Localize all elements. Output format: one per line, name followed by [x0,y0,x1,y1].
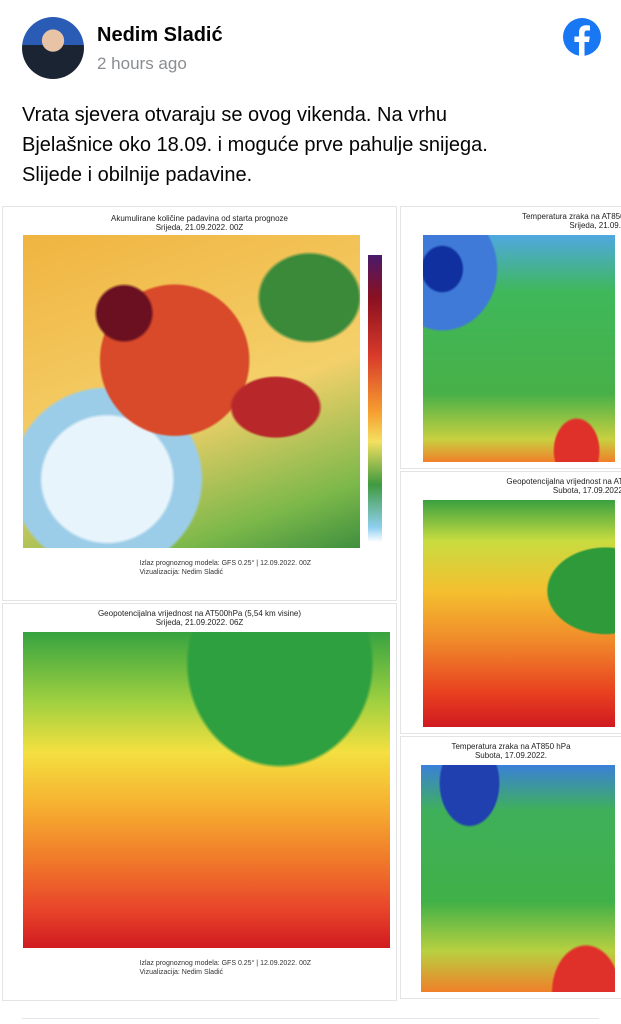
separator [22,1018,599,1019]
facebook-logo [563,18,601,56]
image-footer: Izlaz prognoznog modela: GFS 0.25° | 12.… [139,560,312,567]
post-image[interactable]: Geopotencijalna vrijednost na AT500hPa (… [3,604,396,1000]
image-title: Temperatura zraka na AT850 hPa [521,212,621,221]
post-line: Vrata sjevera otvaraju se ovog vikenda. … [22,104,448,126]
image-subtitle: Subota, 17.09.2022. 06Z [552,486,621,495]
image-footer: Izlaz prognoznog modela: GFS 0.25° | 12.… [139,960,312,967]
image-title: Geopotencijalna vrijednost na AT500h [506,477,621,486]
color-scale [368,255,382,542]
post-time[interactable]: 2 hours ago [97,54,187,73]
image-title: Geopotencijalna vrijednost na AT500hPa (… [97,609,302,618]
image-subtitle: Subota, 17.09.2022. [474,751,548,760]
post-image[interactable]: Temperatura zraka na AT850 hPaSrijeda, 2… [401,207,621,468]
post-image[interactable]: Akumulirane količine padavina od starta … [3,207,396,600]
map [421,765,615,992]
post-text: Vrata sjevera otvaraju se ovog vikenda. … [22,100,488,190]
author-name[interactable]: Nedim Sladić [97,24,223,46]
map [423,235,615,462]
image-title: Akumulirane količine padavina od starta … [111,214,288,223]
image-title: Temperatura zraka na AT850 hPa [451,742,571,751]
avatar[interactable] [22,17,84,79]
post-image[interactable]: Geopotencijalna vrijednost na AT500hSubo… [401,472,621,733]
post-line: Slijede i obilnije padavine. [22,164,253,186]
image-footer: Vizualizacija: Nedim Sladić [139,569,224,576]
post-line: Bjelašnice oko 18.09. i moguće prve pahu… [22,134,488,156]
image-subtitle: Srijeda, 21.09.2022. 06Z [155,618,244,627]
image-footer: Vizualizacija: Nedim Sladić [139,969,224,976]
image-subtitle: Srijeda, 21.09.2022. [569,221,621,230]
map [23,235,360,548]
image-subtitle: Srijeda, 21.09.2022. 00Z [155,223,244,232]
post-image[interactable]: Temperatura zraka na AT850 hPa Subota, 17… [401,737,621,998]
map [423,500,615,727]
map [23,632,390,948]
